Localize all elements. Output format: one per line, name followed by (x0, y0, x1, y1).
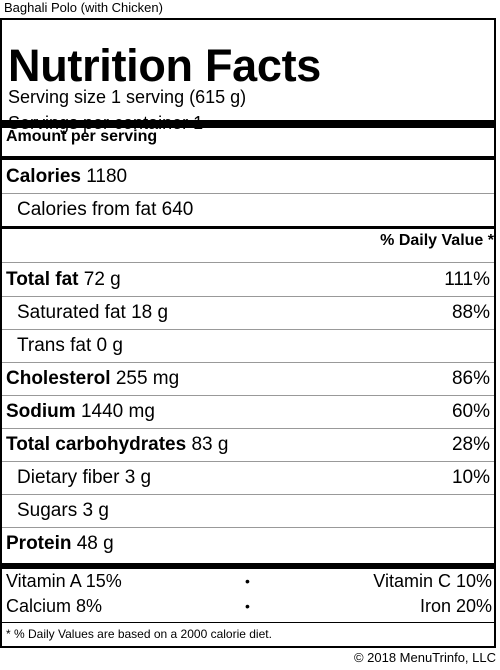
total-fat-daily-value: 111% (444, 269, 490, 290)
row-divider (2, 329, 494, 330)
saturated-fat-daily-value: 88% (451, 302, 490, 323)
dietary-fiber-row: Dietary fiber 3 g 10% (2, 461, 494, 494)
copyright: © 2018 MenuTrinfo, LLC (353, 650, 496, 665)
calories-from-fat-row: Calories from fat 640 (2, 193, 494, 226)
row-divider (2, 494, 494, 495)
sodium-daily-value: 60% (451, 401, 490, 422)
sodium-label: Sodium (6, 401, 76, 422)
trans-fat-amount: 0 g (96, 335, 123, 356)
row-divider (2, 362, 494, 363)
total-fat-label: Total fat (6, 269, 79, 290)
total-carbohydrates-daily-value: 28% (451, 434, 490, 455)
cholesterol-daily-value: 86% (451, 368, 490, 389)
protein-amount: 48 g (76, 533, 114, 554)
thick-divider-top (2, 120, 494, 128)
vitamin-a: Vitamin A 15% (6, 571, 122, 591)
row-divider (2, 461, 494, 462)
row-divider (2, 262, 494, 263)
total-carbohydrates-label: Total carbohydrates (6, 434, 187, 455)
thick-divider-bottom (2, 563, 494, 569)
dietary-fiber-amount: 3 g (124, 467, 152, 488)
cholesterol-amount: 255 mg (115, 368, 180, 389)
total-fat-amount: 72 g (83, 269, 121, 290)
medium-divider (2, 156, 494, 160)
trans-fat-row: Trans fat 0 g (2, 329, 494, 362)
dietary-fiber-daily-value: 10% (451, 467, 490, 488)
calcium: Calcium 8% (6, 596, 103, 616)
calories-value: 1180 (86, 166, 128, 187)
vitamin-c: Vitamin C 10% (373, 571, 492, 591)
trans-fat-label: Trans fat (17, 335, 92, 356)
calories-from-fat: Calories from fat 640 (17, 199, 194, 220)
footnote-divider (2, 622, 494, 623)
cholesterol-row: Cholesterol 255 mg 86% (2, 362, 494, 395)
row-divider (2, 395, 494, 396)
total-carbohydrates-row: Total carbohydrates 83 g 28% (2, 428, 494, 461)
serving-size: Serving size 1 serving (615 g) (8, 87, 247, 107)
iron: Iron 20% (419, 596, 492, 616)
protein-label: Protein (6, 533, 72, 554)
saturated-fat-label: Saturated fat (17, 302, 126, 323)
label-title: Nutrition Facts (8, 40, 322, 91)
amount-per-serving: Amount per serving (6, 128, 158, 145)
saturated-fat-row: Saturated fat 18 g 88% (2, 296, 494, 329)
dish-name: Baghali Polo (with Chicken) (4, 0, 163, 15)
total-fat-row: Total fat 72 g 111% (2, 263, 494, 296)
cholesterol-label: Cholesterol (6, 368, 111, 389)
sodium-amount: 1440 mg (80, 401, 155, 422)
footnote: * % Daily Values are based on a 2000 cal… (6, 627, 272, 641)
calories-row: Calories 1180 (2, 160, 494, 193)
sugars-label: Sugars (17, 500, 78, 521)
nutrition-label: Nutrition Facts Serving size 1 serving (… (0, 18, 496, 648)
dietary-fiber-label: Dietary fiber (17, 467, 120, 488)
row-divider (2, 296, 494, 297)
sugars-amount: 3 g (82, 500, 109, 521)
row-divider (2, 428, 494, 429)
calories-label: Calories (6, 166, 81, 187)
bullet-separator: • (245, 573, 250, 589)
total-carbohydrates-amount: 83 g (191, 434, 229, 455)
bullet-separator: • (245, 598, 250, 614)
daily-value-header: % Daily Value * (380, 232, 494, 249)
sugars-row: Sugars 3 g (2, 494, 494, 527)
protein-row: Protein 48 g (2, 527, 494, 560)
row-divider (2, 193, 494, 194)
saturated-fat-amount: 18 g (131, 302, 169, 323)
sodium-row: Sodium 1440 mg 60% (2, 395, 494, 428)
medium-divider (2, 226, 494, 229)
row-divider (2, 527, 494, 528)
